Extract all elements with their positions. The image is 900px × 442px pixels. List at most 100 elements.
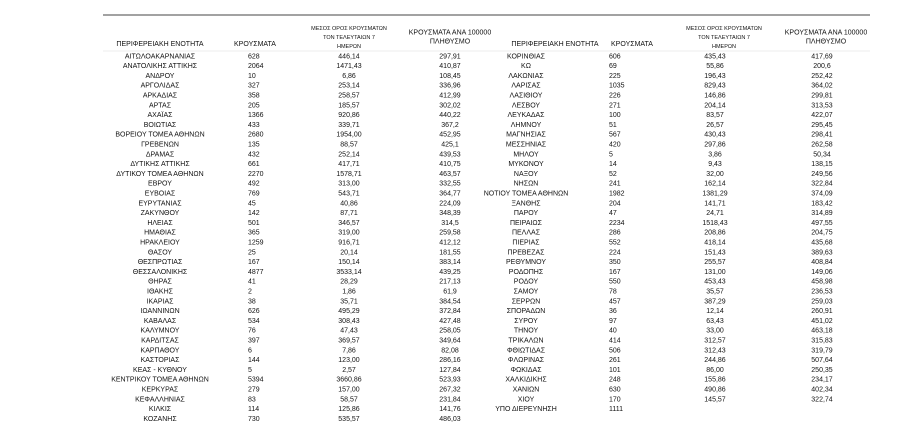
- cases-per-100k: 315,83: [811, 338, 833, 345]
- cases: 769: [248, 191, 260, 198]
- weekly-average: 40,86: [340, 200, 358, 207]
- cases: 286: [609, 230, 621, 237]
- cases: 730: [248, 416, 260, 423]
- weekly-average: 162,14: [704, 181, 726, 188]
- cases: 492: [248, 181, 260, 188]
- region-name: ΚΕΑΣ - ΚΥΘΝΟΥ: [133, 367, 187, 374]
- cases: 2234: [609, 220, 625, 227]
- region-name: ΠΕΛΛΑΣ: [512, 230, 541, 237]
- region-name: ΡΟΔΟΠΗΣ: [509, 269, 544, 276]
- cases-per-100k: 295,45: [811, 122, 833, 129]
- weekly-average: 339,71: [338, 122, 360, 129]
- cases-per-100k: 302,02: [439, 102, 461, 109]
- cases: 205: [248, 102, 260, 109]
- region-name: ΚΙΛΚΙΣ: [149, 406, 172, 413]
- cases: 606: [609, 53, 621, 60]
- region-name: ΛΕΥΚΑΔΑΣ: [507, 112, 545, 119]
- cases-per-100k: 451,02: [811, 318, 833, 325]
- cases-per-100k: 389,63: [811, 249, 833, 256]
- cases-per-100k: 336,96: [439, 83, 461, 90]
- region-name: ΙΚΑΡΙΑΣ: [147, 298, 175, 305]
- column-header: ΠΕΡΙΦΕΡΕΙΑΚΗ ΕΝΟΤΗΤΑ: [511, 41, 598, 48]
- cases: 225: [609, 73, 621, 80]
- cases-per-100k: 50,34: [813, 151, 831, 158]
- cases-per-100k: 439,53: [439, 151, 461, 158]
- cases-per-100k: 299,81: [811, 93, 833, 100]
- cases-per-100k: 402,34: [811, 387, 833, 394]
- cases: 261: [609, 357, 621, 364]
- column-header: ΚΡΟΥΣΜΑΤΑ ΑΝΑ 100000 ΠΛΗΘΥΣΜΟ: [409, 29, 492, 45]
- cases: 226: [609, 93, 621, 100]
- region-name: ΘΕΣΠΡΩΤΙΑΣ: [138, 259, 183, 266]
- region-name: ΖΑΚΥΝΘΟΥ: [141, 210, 180, 217]
- cases: 170: [609, 396, 621, 403]
- cases: 457: [609, 298, 621, 305]
- weekly-average: 446,14: [338, 53, 360, 60]
- weekly-average: 47,43: [340, 328, 358, 335]
- cases-per-100k: 231,84: [439, 396, 461, 403]
- cases-per-100k: 410,87: [439, 63, 461, 70]
- region-name: ΚΑΡΔΙΤΣΑΣ: [141, 338, 179, 345]
- weekly-average: 141,71: [704, 200, 726, 207]
- cases: 6: [248, 347, 252, 354]
- region-name: ΚΑΛΥΜΝΟΥ: [141, 328, 180, 335]
- cases: 567: [609, 132, 621, 139]
- weekly-average: 258,57: [338, 93, 360, 100]
- weekly-average: 430,43: [704, 132, 726, 139]
- cases: 114: [248, 406, 259, 413]
- weekly-average: 543,71: [338, 191, 360, 198]
- weekly-average: 24,71: [706, 210, 724, 217]
- weekly-average: 204,14: [704, 102, 726, 109]
- region-name: ΚΕΝΤΡΙΚΟΥ ΤΟΜΕΑ ΑΘΗΝΩΝ: [111, 377, 209, 384]
- column-header: ΚΡΟΥΣΜΑΤΑ: [611, 41, 653, 48]
- region-name: ΣΑΜΟΥ: [514, 289, 539, 296]
- region-name: ΦΘΙΩΤΙΔΑΣ: [507, 347, 546, 354]
- cases: 358: [248, 93, 260, 100]
- cases-per-100k: 298,41: [811, 132, 833, 139]
- cases-per-100k: 250,35: [811, 367, 833, 374]
- weekly-average: 2,57: [342, 367, 356, 374]
- weekly-average: 3533,14: [336, 269, 361, 276]
- weekly-average: 151,43: [704, 249, 726, 256]
- cases-per-100k: 372,84: [439, 308, 461, 315]
- cases-per-100k: 149,06: [811, 269, 833, 276]
- region-name: ΧΑΛΚΙΔΙΚΗΣ: [505, 377, 547, 384]
- weekly-average: 1471,43: [336, 63, 361, 70]
- cases-per-100k: 224,09: [439, 200, 461, 207]
- region-name: ΚΕΦΑΛΛΗΝΙΑΣ: [135, 396, 185, 403]
- cases-per-100k: 435,68: [811, 240, 833, 247]
- cases: 550: [609, 279, 621, 286]
- weekly-average: 20,14: [340, 249, 358, 256]
- weekly-average: 131,00: [704, 269, 726, 276]
- weekly-average: 920,86: [338, 112, 360, 119]
- cases-per-100k: 249,56: [811, 171, 833, 178]
- region-name: ΕΥΡΥΤΑΝΙΑΣ: [138, 200, 182, 207]
- cases: 552: [609, 240, 621, 247]
- cases: 47: [609, 210, 617, 217]
- cases: 2: [248, 289, 252, 296]
- cases: 506: [609, 347, 621, 354]
- cases-per-100k: 374,09: [811, 191, 833, 198]
- cases: 76: [248, 328, 256, 335]
- cases: 630: [609, 387, 621, 394]
- weekly-average: 185,57: [338, 102, 360, 109]
- cases: 167: [609, 269, 621, 276]
- weekly-average: 829,43: [704, 83, 726, 90]
- cases-per-100k: 138,15: [811, 161, 833, 168]
- weekly-average: 6,86: [342, 73, 356, 80]
- cases: 10: [248, 73, 256, 80]
- weekly-average: 253,14: [338, 83, 360, 90]
- cases-per-100k: 384,54: [439, 298, 461, 305]
- cases-per-100k: 314,89: [811, 210, 833, 217]
- cases: 4877: [248, 269, 264, 276]
- region-name: ΦΩΚΙΔΑΣ: [510, 367, 542, 374]
- cases: 135: [248, 142, 260, 149]
- region-name: ΑΧΑΪΑΣ: [148, 111, 174, 119]
- cases-per-100k: 364,77: [439, 191, 461, 198]
- cases: 628: [248, 53, 260, 60]
- weekly-average: 916,71: [338, 240, 360, 247]
- weekly-average: 35,57: [706, 289, 724, 296]
- cases: 661: [248, 161, 260, 168]
- region-name: ΣΕΡΡΩΝ: [512, 298, 541, 305]
- weekly-average: 1,86: [342, 289, 356, 296]
